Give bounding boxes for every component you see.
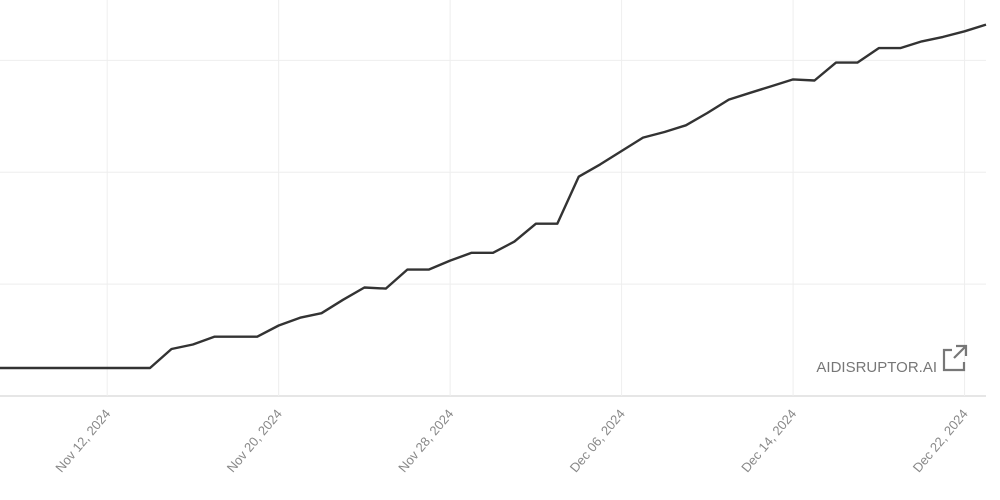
- plot: Nov 12, 2024 Nov 20, 2024 Nov 28, 2024 Dec …: [0, 0, 987, 475]
- x-tick-label: Dec 06, 2024: [567, 406, 628, 475]
- watermark: AIDISRUPTOR.AI: [816, 359, 937, 376]
- x-tick-label: Dec 22, 2024: [910, 406, 971, 475]
- x-tick-label: Nov 20, 2024: [224, 406, 285, 475]
- line: [0, 23, 987, 370]
- x-tick-label: Nov 28, 2024: [395, 406, 456, 475]
- x-tick-label: Dec 14, 2024: [738, 406, 799, 475]
- external-link-icon[interactable]: [942, 344, 968, 372]
- x-tick-label: Nov 12, 2024: [52, 406, 113, 475]
